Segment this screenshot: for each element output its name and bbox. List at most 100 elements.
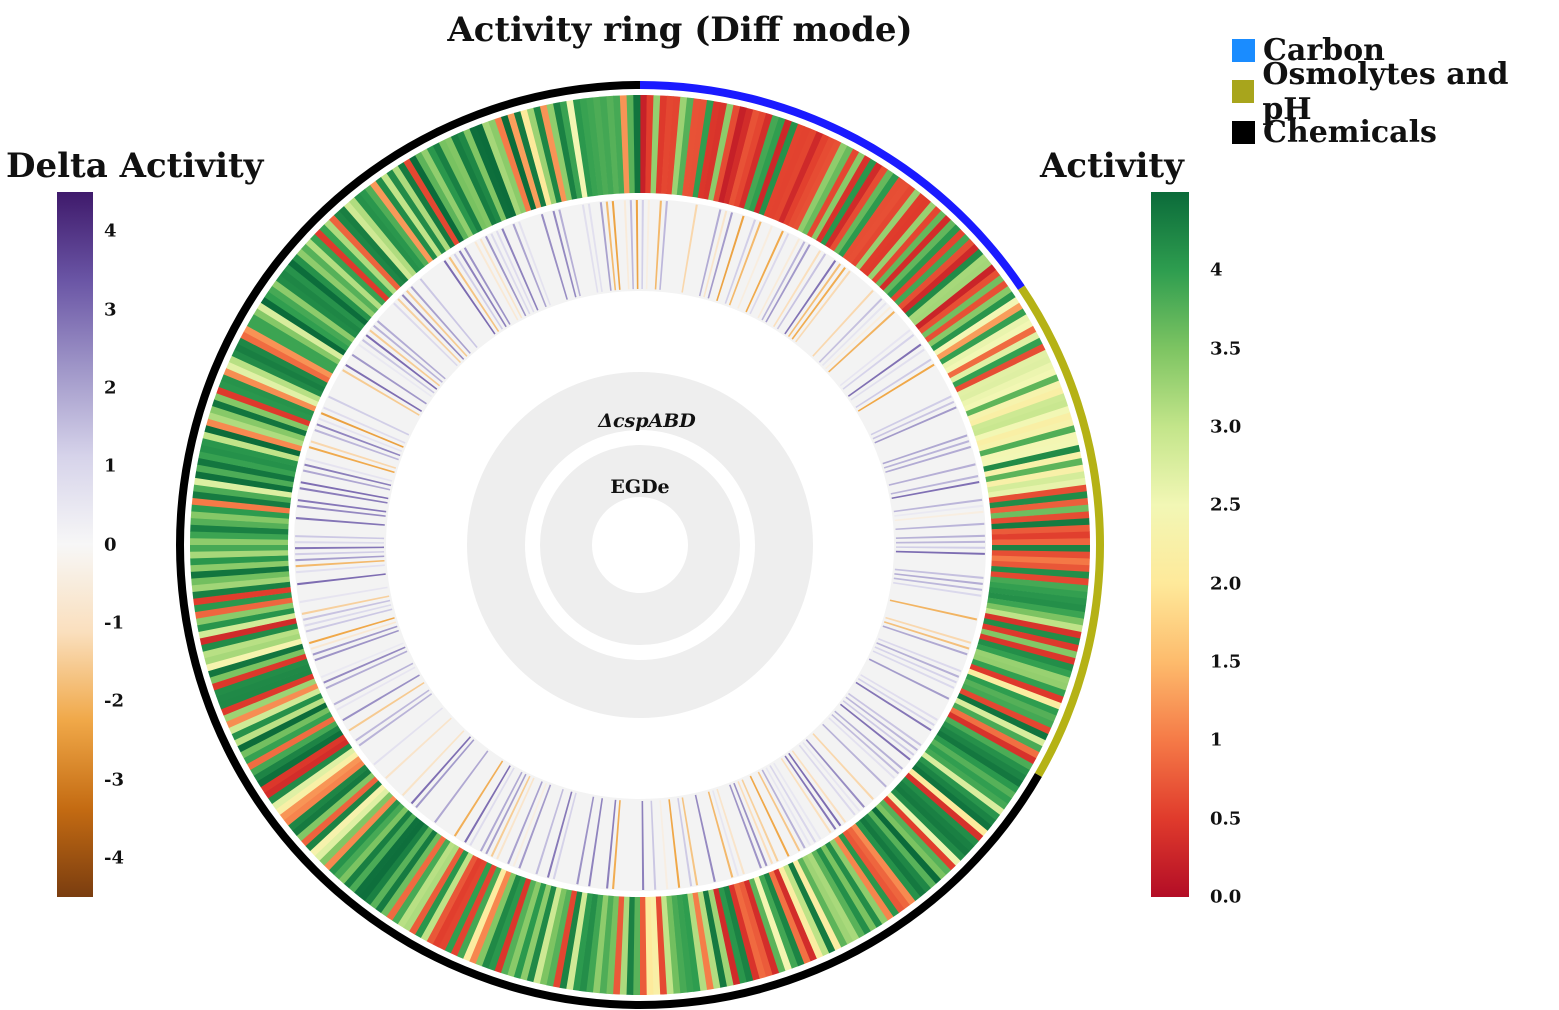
activity-segment: [246, 319, 336, 374]
delta-stripe: [301, 595, 390, 615]
activity-segment: [718, 106, 748, 204]
activity-segment: [971, 658, 1066, 698]
activity-segment: [702, 890, 727, 988]
activity-segment: [234, 343, 326, 393]
delta-stripe: [788, 752, 842, 827]
delta-stripe: [358, 343, 432, 398]
activity-segment: [645, 95, 654, 194]
legend-label-carbon: Carbon: [1263, 33, 1385, 68]
delta-stripe: [342, 674, 420, 722]
activity-segment: [820, 844, 877, 932]
delta-stripe: [406, 290, 468, 357]
activity-segment: [191, 497, 290, 514]
activity-segment: [375, 829, 438, 913]
delta-stripe: [729, 784, 762, 869]
activity-segment: [199, 444, 297, 472]
delta-stripe: [805, 739, 865, 808]
activity-tick-label: 0.5: [1210, 808, 1242, 830]
activity-segment: [671, 96, 688, 195]
delta-tick-label: 4: [104, 220, 117, 242]
activity-segment: [243, 711, 333, 765]
activity-segment: [193, 586, 292, 606]
delta-stripe: [890, 475, 979, 495]
activity-segment: [264, 291, 350, 352]
delta-stripe: [828, 717, 896, 779]
activity-segment: [930, 291, 1016, 352]
legend-item-osmolytes: Osmolytes and pH: [1232, 57, 1559, 127]
delta-stripe: [490, 775, 531, 857]
delta-stripe: [355, 689, 430, 742]
activity-segment: [901, 243, 980, 314]
activity-segment: [947, 325, 1037, 379]
delta-stripe: [821, 302, 887, 367]
activity-segment: [328, 799, 401, 875]
activity-segment: [559, 891, 583, 989]
activity-tick-label: 1: [1210, 729, 1223, 751]
delta-stripe: [518, 784, 552, 869]
activity-segment: [481, 874, 522, 969]
activity-segment: [275, 751, 359, 815]
activity-segment: [190, 560, 289, 572]
activity-segment: [323, 795, 397, 871]
delta-stripe: [885, 616, 972, 644]
activity-segment: [226, 361, 319, 407]
delta-stripe: [893, 581, 982, 597]
delta-stripe: [737, 781, 774, 865]
delta-stripe: [415, 739, 475, 809]
activity-segment: [579, 98, 599, 197]
activity-segment: [855, 189, 921, 270]
delta-stripe: [464, 765, 511, 843]
activity-segment: [991, 560, 1090, 573]
delta-tick-label: 1: [104, 455, 117, 477]
delta-stripe: [361, 339, 435, 394]
delta-stripe: [540, 213, 568, 300]
activity-segment: [728, 884, 760, 981]
activity-segment: [879, 215, 952, 291]
activity-segment: [246, 716, 336, 770]
delta-stripe: [877, 637, 962, 673]
delta-stripe: [316, 423, 401, 457]
activity-segment: [738, 881, 773, 978]
delta-stripe: [612, 800, 621, 890]
activity-segment: [592, 96, 609, 195]
delta-stripe: [310, 621, 397, 650]
activity-segment: [194, 591, 292, 613]
delta-stripe: [308, 446, 395, 474]
activity-segment: [815, 847, 871, 935]
activity-segment: [296, 772, 375, 842]
activity-segment: [193, 484, 292, 503]
activity-segment: [288, 258, 369, 326]
activity-segment: [666, 895, 681, 994]
activity-segment: [268, 285, 353, 347]
legend-item-carbon: Carbon: [1232, 30, 1559, 71]
activity-segment: [713, 104, 741, 202]
delta-stripe: [304, 604, 392, 627]
delta-stripe: [302, 599, 391, 621]
activity-segment: [194, 597, 293, 619]
delta-stripe: [761, 769, 806, 849]
activity-segment: [894, 784, 970, 857]
activity-segment: [991, 545, 1090, 553]
delta-stripe: [703, 210, 728, 298]
delta-stripe: [698, 209, 722, 297]
activity-segment: [942, 314, 1030, 370]
delta-stripe: [323, 646, 406, 684]
activity-segment: [305, 238, 383, 310]
activity-segment: [559, 101, 583, 199]
outer-activity-ring: [189, 94, 1091, 996]
delta-stripe: [458, 250, 507, 328]
delta-stripe: [888, 463, 976, 486]
activity-segment: [911, 764, 992, 832]
activity-segment: [438, 139, 488, 231]
activity-segment: [240, 706, 331, 759]
delta-stripe: [650, 800, 657, 890]
activity-segment: [626, 95, 636, 194]
delta-stripe: [453, 253, 504, 330]
activity-segment: [201, 623, 299, 652]
activity-segment: [209, 405, 306, 442]
delta-stripe: [707, 791, 734, 878]
delta-stripe: [681, 797, 699, 886]
category-arc-ring: [176, 81, 1105, 1009]
activity-segment: [237, 337, 328, 388]
activity-segment: [426, 145, 479, 236]
